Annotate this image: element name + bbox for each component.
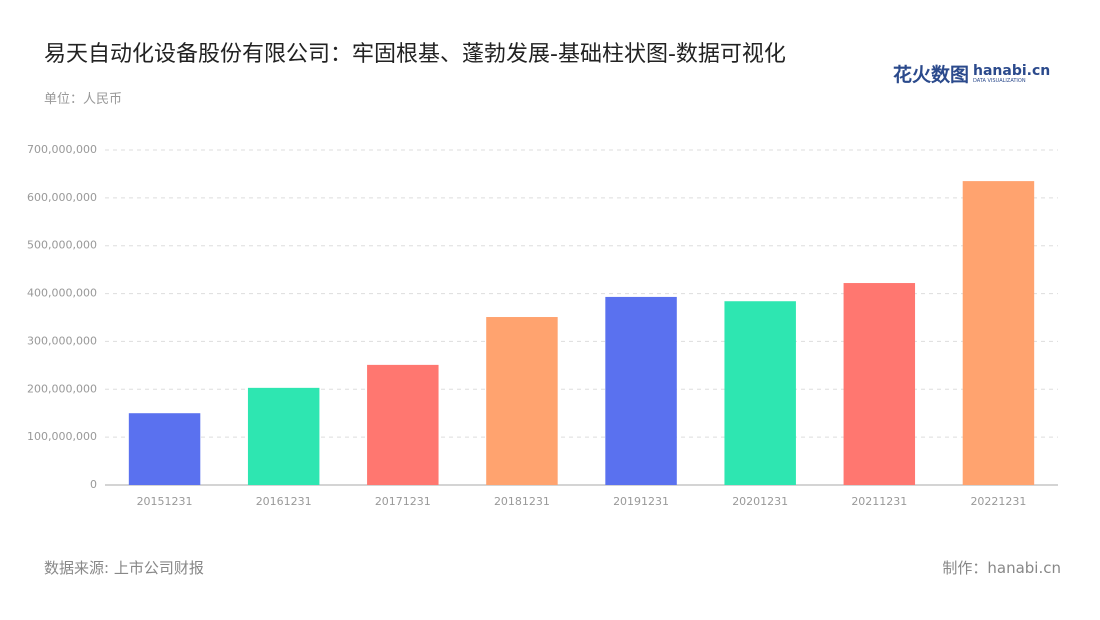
x-tick-label: 20221231 [970,495,1026,508]
y-tick-label: 300,000,000 [27,334,97,347]
y-tick-label: 400,000,000 [27,287,97,300]
credit: 制作：hanabi.cn [942,559,1061,577]
x-tick-label: 20181231 [494,495,550,508]
x-tick-label: 20201231 [732,495,788,508]
y-tick-label: 600,000,000 [27,191,97,204]
bar [367,364,439,485]
y-tick-label: 200,000,000 [27,382,97,395]
bar [962,181,1035,485]
x-tick-label: 20171231 [375,495,431,508]
logo-tagline: DATA VISUALIZATION [973,77,1026,84]
bar [247,387,320,485]
bar [128,413,201,485]
x-tick-label: 20161231 [256,495,312,508]
bar [486,317,558,485]
x-tick-label: 20151231 [137,495,193,508]
y-tick-label: 500,000,000 [27,239,97,252]
logo: 花火数图 hanabi.cn DATA VISUALIZATION [893,60,1050,87]
bar [843,283,916,485]
logo-brand: 花火数图 [893,64,970,86]
logo-text: hanabi.cn DATA VISUALIZATION [973,64,1050,84]
bar [605,296,677,485]
source: 数据来源: 上市公司财报 [44,559,204,577]
y-tick-label: 700,000,000 [27,143,97,156]
chart-title: 易天自动化设备股份有限公司：牢固根基、蓬勃发展-基础柱状图-数据可视化 [44,42,786,67]
y-tick-label: 100,000,000 [27,430,97,443]
y-tick-label: 0 [90,478,97,491]
chart-subtitle: 单位：人民币 [44,92,123,107]
x-tick-label: 20211231 [851,495,907,508]
bar [724,301,796,485]
logo-site: hanabi.cn [973,62,1051,79]
x-tick-label: 20191231 [613,495,669,508]
